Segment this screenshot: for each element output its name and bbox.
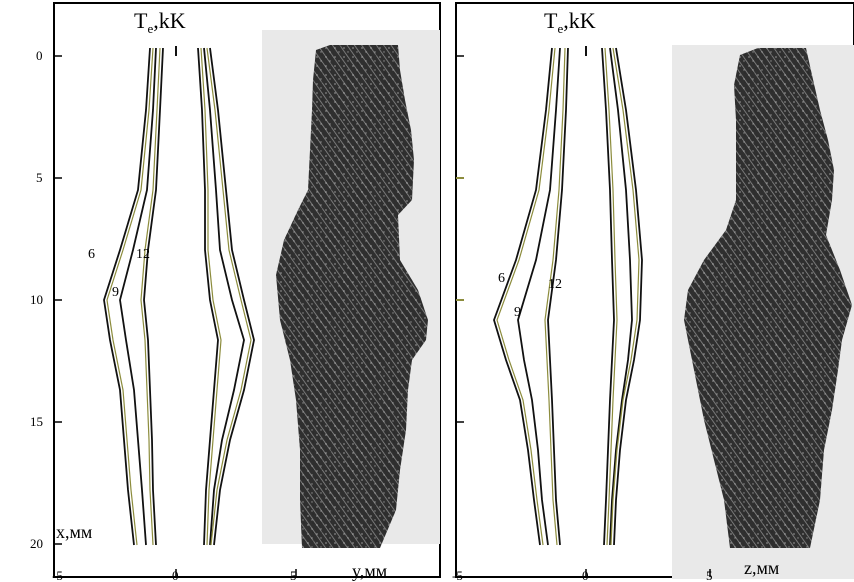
left-contour-label-6: 6: [88, 247, 95, 262]
left-vertical-axis-label: x,мм: [56, 522, 92, 542]
left-y-axis: 0 5 10 15 20: [30, 48, 62, 551]
y-tick-0: 0: [36, 48, 43, 63]
left-title-main: T: [134, 8, 148, 33]
left-x-tick-0: 0: [172, 568, 179, 582]
left-contour-6-left: [103, 47, 151, 546]
right-photo: [672, 45, 854, 579]
right-title-rest: ,kK: [563, 8, 596, 33]
left-contour-6-left-shadow: [106, 47, 154, 546]
right-contour-9-right: [609, 47, 633, 546]
right-contours: [493, 46, 643, 546]
right-title-sub: e: [557, 21, 563, 36]
left-contour-9-left: [119, 47, 157, 546]
left-panel-title: Te,kK: [134, 8, 186, 36]
right-contour-6-left: [493, 47, 553, 546]
right-contour-6-left-shadow: [496, 47, 556, 546]
right-contour-label-9: 9: [514, 305, 521, 320]
right-x-tick-0: 0: [582, 568, 589, 582]
left-photo: [262, 30, 440, 548]
right-panel: 6 9 12 -5 0 5 z,мм Te,kK: [452, 2, 854, 582]
right-title-main: T: [544, 8, 558, 33]
left-title-sub: e: [147, 21, 153, 36]
left-contour-6-right: [209, 47, 255, 546]
left-contour-12-left: [143, 47, 164, 546]
right-photo-texture: [684, 48, 852, 548]
left-x-tick-minus5: -5: [52, 568, 63, 582]
left-contour-label-12: 12: [136, 247, 150, 262]
left-contour-12-right: [197, 47, 219, 546]
left-title-rest: ,kK: [153, 8, 186, 33]
left-contour-6-right-shadow: [206, 47, 252, 546]
right-contour-6-right-shadow: [610, 47, 640, 546]
left-contour-12-right-shadow: [200, 47, 222, 546]
right-contour-label-6: 6: [498, 271, 505, 286]
y-tick-5: 5: [36, 170, 43, 185]
right-panel-frame: [455, 2, 854, 578]
left-x-tick-5: 5: [290, 568, 297, 582]
left-contour-12-left-shadow: [140, 47, 161, 546]
right-contour-12-right-shadow: [604, 47, 618, 546]
left-x-axis: -5 0 5: [52, 568, 297, 582]
left-contours: [103, 46, 255, 546]
left-contour-label-9: 9: [112, 285, 119, 300]
right-contour-label-12: 12: [548, 277, 562, 292]
right-y-axis: [456, 55, 464, 423]
y-tick-15: 15: [30, 414, 43, 429]
right-x-tick-minus5: -5: [452, 568, 463, 582]
left-horizontal-axis-label: y,мм: [352, 561, 387, 581]
right-x-axis: -5 0 5: [452, 568, 713, 582]
right-horizontal-axis-label: z,мм: [744, 558, 779, 578]
right-contour-12-left: [547, 47, 569, 546]
y-tick-10: 10: [30, 292, 43, 307]
right-contour-9-left: [517, 47, 561, 546]
y-tick-20: 20: [30, 536, 43, 551]
right-contour-12-right: [601, 47, 615, 546]
left-panel: 6 9 12 0 5 10 15 20 -5 0 5 x,мм y,мм Te,…: [30, 2, 441, 582]
right-x-tick-5: 5: [706, 568, 713, 582]
left-photo-texture: [276, 45, 428, 548]
right-contour-12-left-shadow: [544, 47, 566, 546]
right-panel-title: Te,kK: [544, 8, 596, 36]
left-contour-9-right: [203, 47, 245, 546]
right-contour-6-right: [613, 47, 643, 546]
